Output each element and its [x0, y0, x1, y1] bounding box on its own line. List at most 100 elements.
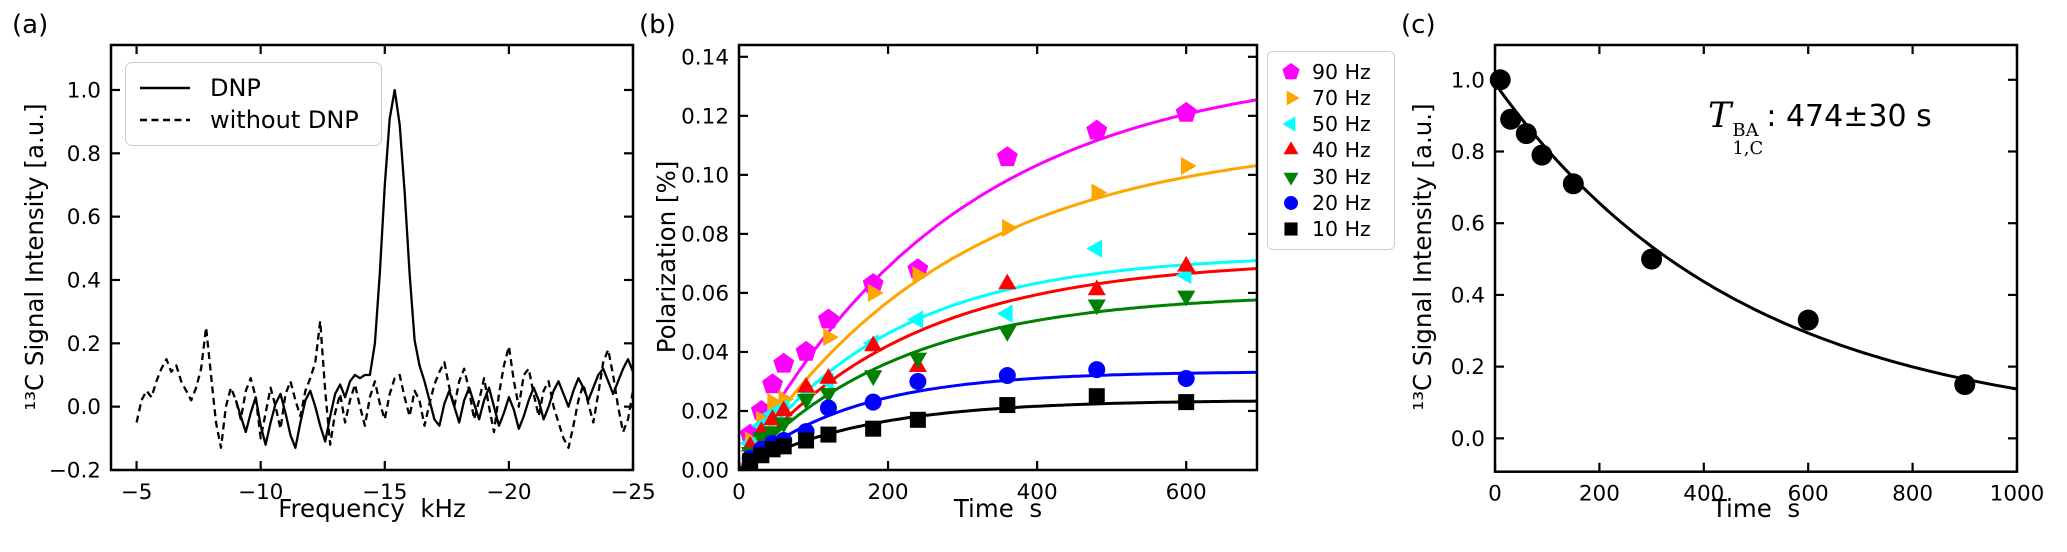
panel-a-axes-box [109, 43, 635, 472]
t1-superscript: BA [1732, 120, 1759, 141]
data-point-30hz [774, 417, 793, 434]
t1-value-text: : 474±30 s [1766, 99, 1932, 134]
panel-a-y-tick-label: 1.0 [67, 78, 101, 103]
data-point-40hz [797, 376, 816, 393]
data-point-70hz [823, 328, 839, 347]
circle-glyph [1284, 196, 1298, 211]
data-point-40hz [864, 335, 883, 352]
square-glyph [1284, 222, 1298, 237]
data-point-70hz [1002, 218, 1018, 238]
data-point-20hz [864, 393, 882, 411]
panel-a-legend: DNP without DNP [125, 62, 382, 146]
data-point-50hz [1086, 239, 1102, 258]
panel-a-x-tick-label: −20 [486, 480, 531, 505]
panel-b-y-tick-label: 0.12 [681, 104, 729, 129]
legend-label-without-dnp: without DNP [210, 106, 359, 134]
panel-c-x-tick-label: 0 [1488, 482, 1502, 507]
square-marker-icon [1284, 222, 1298, 237]
legend-label: 30 Hz [1312, 164, 1371, 189]
data-point-40hz [1177, 255, 1196, 272]
panel-b-y-tick-label: 0.14 [681, 45, 729, 70]
data-point-90hz [996, 146, 1018, 167]
panel-c-y-tick-label: 0.6 [1451, 212, 1485, 237]
t1-annotation: T BA 1,C: 474±30 s [1708, 96, 1932, 158]
legend-item-20hz: 20 Hz [1280, 191, 1386, 216]
data-point-70hz [912, 266, 929, 285]
legend-item-70hz: 70 Hz [1280, 85, 1386, 110]
decay-data-point [1515, 123, 1537, 145]
data-point-40hz [1087, 279, 1106, 296]
decay-data-point [1641, 248, 1663, 270]
fit-line-10hz [738, 399, 1257, 472]
panel-a-x-tick-label: −10 [238, 480, 283, 505]
data-point-30hz [864, 370, 883, 387]
legend-label: 10 Hz [1312, 217, 1371, 242]
legend-item-without-dnp: without DNP [138, 104, 369, 136]
data-point-90hz [1175, 101, 1197, 122]
triangle-down-marker-icon [1283, 172, 1299, 186]
panel-b-x-tick-label: 0 [732, 480, 746, 505]
panel-b-y-tick-label: 0.02 [681, 399, 729, 424]
data-point-30hz [819, 388, 838, 404]
data-point-70hz [1180, 156, 1197, 176]
data-point-30hz [998, 326, 1017, 342]
decay-data-point [1797, 309, 1819, 331]
legend-item-dnp: DNP [138, 72, 369, 104]
pentagon-marker-icon [1282, 62, 1300, 79]
panel-a-y-tick-label: 0.8 [67, 142, 101, 167]
data-point-70hz [867, 283, 884, 302]
panel-a-ylabel: ¹³C Signal Intensity [a.u.] [20, 103, 49, 411]
data-point-10hz [820, 426, 837, 443]
panel-c-xlabel: Time s [1711, 494, 1801, 523]
decay-data-point [1531, 144, 1553, 166]
triangle-right-marker-icon [1286, 90, 1300, 106]
triangle-left-marker-icon [1282, 116, 1296, 132]
data-point-10hz [1178, 394, 1195, 411]
legend-label: 40 Hz [1312, 138, 1371, 163]
data-point-20hz [1088, 361, 1106, 379]
data-point-40hz [819, 368, 838, 384]
panel-b-x-tick-label: 600 [1166, 480, 1207, 505]
data-point-20hz [909, 372, 927, 390]
pentagon-glyph [1282, 62, 1300, 79]
panel-b-letter: (b) [639, 10, 676, 40]
data-point-30hz [763, 426, 782, 443]
fit-line-70hz [737, 164, 1258, 471]
t1-symbol: T [1708, 96, 1732, 136]
data-point-10hz [775, 438, 792, 455]
panel-b-axes-box [737, 43, 1259, 472]
panel-a-y-tick-label: 0.0 [67, 395, 101, 420]
legend-item-90hz: 90 Hz [1280, 59, 1386, 84]
panel-a-x-tick-label: −25 [610, 480, 655, 505]
data-point-30hz [908, 352, 927, 369]
data-point-10hz [798, 432, 815, 449]
panel-c-y-tick-label: 0.4 [1451, 283, 1485, 308]
panel-a-y-tick-label: 0.6 [67, 205, 101, 230]
triangle-down-glyph [1283, 172, 1299, 186]
dashed-line-sample [140, 118, 190, 122]
decay-data-point [1489, 69, 1511, 91]
panel-c-x-tick-label: 1000 [1990, 482, 2045, 507]
panel-c-y-tick-label: 0.2 [1451, 355, 1485, 380]
data-point-90hz [795, 340, 817, 361]
panel-b-x-tick-label: 200 [868, 480, 909, 505]
triangle-up-glyph [1283, 141, 1299, 155]
panel-c-x-tick-label: 800 [1892, 482, 1933, 507]
legend-label: 50 Hz [1312, 112, 1371, 137]
data-point-90hz [1086, 119, 1108, 140]
panel-c-x-tick-label: 600 [1788, 482, 1829, 507]
legend-label-dnp: DNP [210, 74, 261, 102]
data-point-10hz [865, 420, 882, 437]
panel-b-x-tick-label: 400 [1017, 480, 1058, 505]
legend-item-40hz: 40 Hz [1280, 138, 1386, 163]
data-point-90hz [818, 308, 839, 329]
legend-item-30hz: 30 Hz [1280, 164, 1386, 189]
data-point-20hz [1177, 370, 1195, 388]
panel-a-letter: (a) [12, 10, 49, 40]
panel-b-y-tick-label: 0.04 [681, 340, 729, 365]
solid-line-sample [140, 86, 190, 90]
fit-line-30hz [737, 298, 1258, 472]
legend-label: 70 Hz [1312, 85, 1371, 110]
